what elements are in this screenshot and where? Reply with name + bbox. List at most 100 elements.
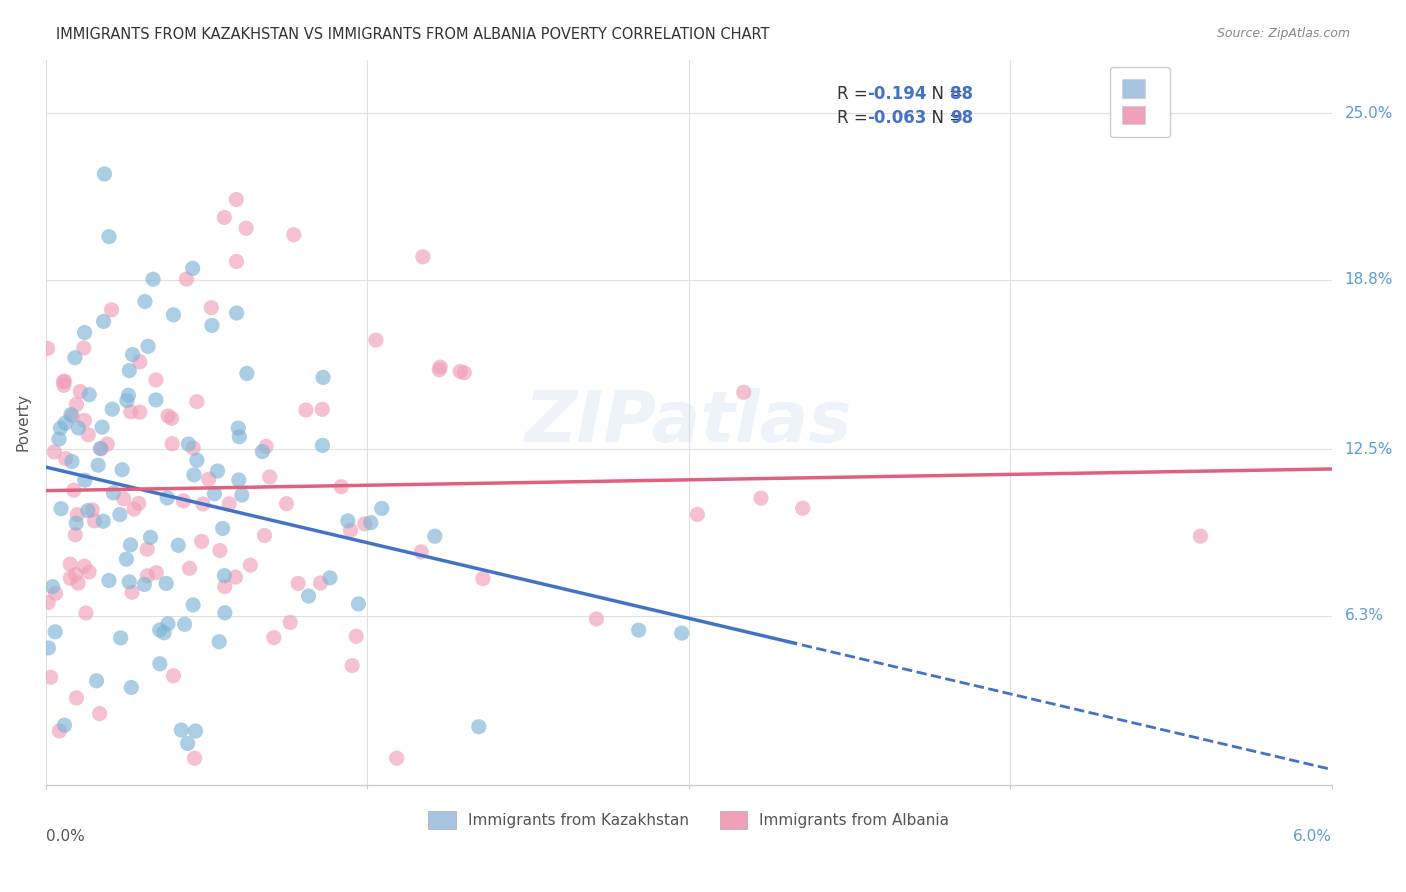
Point <box>53 374 76 388</box>
Point <box>312 370 335 384</box>
Point <box>172 494 194 508</box>
Point <box>471 572 494 586</box>
Point <box>120 405 142 419</box>
Point <box>65 567 87 582</box>
Point <box>66 508 89 522</box>
Point <box>208 634 231 648</box>
Point <box>44 624 66 639</box>
Point <box>155 576 177 591</box>
Point <box>89 706 111 721</box>
Point <box>118 363 141 377</box>
Point <box>149 657 172 671</box>
Point <box>353 516 375 531</box>
Point <box>142 272 165 286</box>
Point <box>41 580 63 594</box>
Point <box>73 326 96 340</box>
Point <box>412 250 434 264</box>
Point <box>134 577 156 591</box>
Point <box>156 491 179 505</box>
Text: IMMIGRANTS FROM KAZAKHSTAN VS IMMIGRANTS FROM ALBANIA POVERTY CORRELATION CHART: IMMIGRANTS FROM KAZAKHSTAN VS IMMIGRANTS… <box>56 27 769 42</box>
Point <box>278 615 301 630</box>
Point <box>52 375 75 389</box>
Point <box>118 574 141 589</box>
Point <box>48 724 70 739</box>
Point <box>411 545 433 559</box>
Text: -0.194: -0.194 <box>868 85 927 103</box>
Legend: , : , <box>1111 67 1170 136</box>
Point <box>98 229 121 244</box>
Point <box>173 617 195 632</box>
Point <box>191 497 214 511</box>
Point <box>214 568 236 582</box>
Point <box>59 571 82 585</box>
Text: 6.0%: 6.0% <box>1294 829 1331 844</box>
Text: 18.8%: 18.8% <box>1344 272 1393 287</box>
Point <box>385 751 408 765</box>
Point <box>89 442 111 456</box>
Point <box>48 432 70 446</box>
Point <box>427 363 450 377</box>
Point <box>197 472 219 486</box>
Point <box>344 629 367 643</box>
Point <box>65 528 87 542</box>
Point <box>37 640 59 655</box>
Point <box>69 384 91 399</box>
Point <box>360 516 382 530</box>
Point <box>44 445 66 459</box>
Point <box>73 473 96 487</box>
Point <box>49 421 72 435</box>
Point <box>37 595 59 609</box>
Point <box>73 413 96 427</box>
Point <box>63 483 86 498</box>
Point <box>208 543 231 558</box>
Point <box>65 516 87 530</box>
Point <box>252 444 274 458</box>
Point <box>468 720 491 734</box>
Point <box>186 453 208 467</box>
Point <box>214 211 236 225</box>
Point <box>87 458 110 473</box>
Point <box>67 576 90 591</box>
Point <box>63 351 86 365</box>
Point <box>136 542 159 557</box>
Point <box>134 294 156 309</box>
Text: 98: 98 <box>950 109 973 127</box>
Point <box>90 442 112 456</box>
Point <box>157 616 180 631</box>
Point <box>93 314 115 328</box>
Text: 25.0%: 25.0% <box>1344 106 1393 120</box>
Point <box>190 534 212 549</box>
Point <box>60 454 83 468</box>
Point <box>75 606 97 620</box>
Point <box>91 420 114 434</box>
Text: 0.0%: 0.0% <box>46 829 84 844</box>
Point <box>235 221 257 235</box>
Point <box>225 193 247 207</box>
Point <box>82 503 104 517</box>
Point <box>120 538 142 552</box>
Point <box>167 538 190 552</box>
Point <box>49 501 72 516</box>
Point <box>183 751 205 765</box>
Point <box>309 576 332 591</box>
Point <box>136 569 159 583</box>
Point <box>111 463 134 477</box>
Point <box>52 378 75 392</box>
Point <box>283 227 305 242</box>
Point <box>319 571 342 585</box>
Point <box>136 339 159 353</box>
Point <box>67 421 90 435</box>
Text: 6.3%: 6.3% <box>1344 608 1384 624</box>
Point <box>145 392 167 407</box>
Point <box>295 403 318 417</box>
Point <box>59 408 82 422</box>
Text: 12.5%: 12.5% <box>1344 442 1393 457</box>
Point <box>218 497 240 511</box>
Point <box>121 347 143 361</box>
Point <box>792 501 814 516</box>
Point <box>156 409 179 423</box>
Point <box>340 658 363 673</box>
Point <box>117 388 139 402</box>
Point <box>214 606 236 620</box>
Point <box>60 409 83 423</box>
